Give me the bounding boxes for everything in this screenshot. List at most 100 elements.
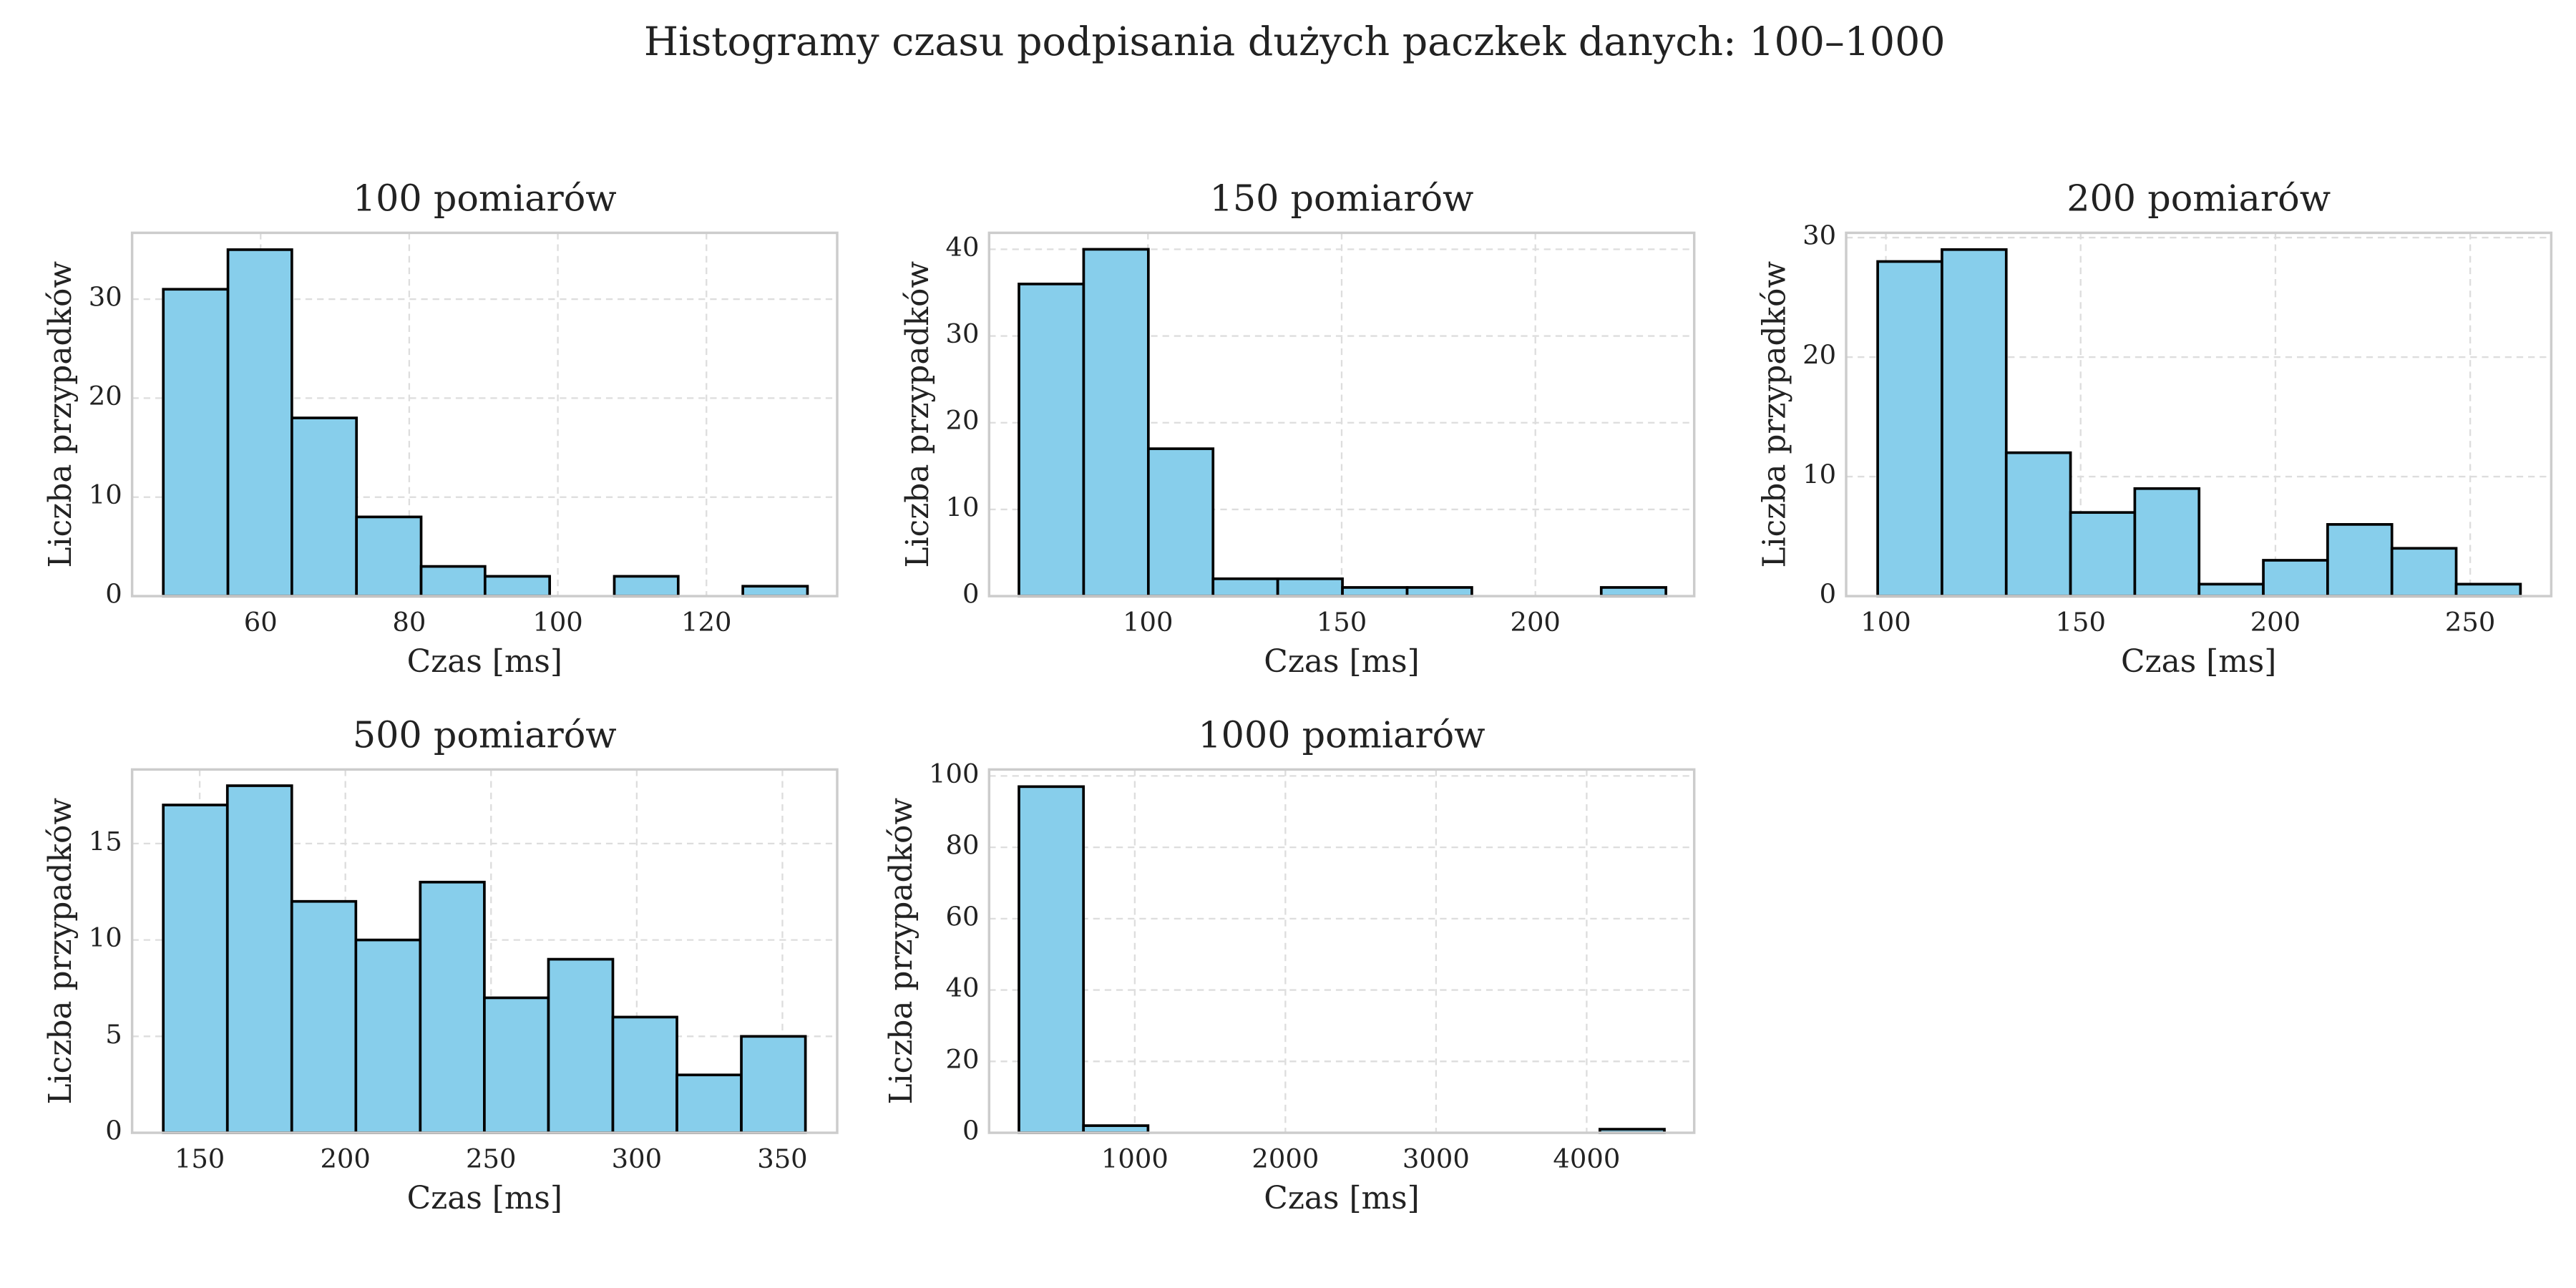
bar: [547, 957, 615, 1134]
bar: [2262, 559, 2329, 597]
bar: [1276, 577, 1344, 597]
y-tick-label: 0: [1820, 579, 1836, 610]
bar: [1211, 577, 1279, 597]
bar: [1146, 447, 1215, 597]
bar: [483, 996, 550, 1134]
x-tick-label: 3000: [1402, 1143, 1470, 1174]
x-axis-label: Czas [ms]: [2121, 643, 2276, 680]
x-tick-label: 100: [1860, 607, 1911, 638]
subplot-title: 150 pomiarów: [1210, 177, 1474, 220]
figure-title: Histogramy czasu podpisania dużych paczk…: [644, 19, 1946, 65]
x-tick-label: 200: [320, 1143, 370, 1174]
subplot: 100 150 200 0 10 20 30 40 150 pomiarów Czas [ms] L…: [899, 177, 1696, 680]
x-tick-label: 100: [532, 607, 582, 638]
x-tick-label: 1000: [1101, 1143, 1169, 1174]
y-axis-label: Liczba przypadków: [899, 261, 936, 567]
subplot-title: 200 pomiarów: [2067, 177, 2331, 220]
bar: [2390, 547, 2458, 597]
bar: [355, 515, 423, 597]
plot-frame: [130, 231, 839, 597]
bar: [1082, 248, 1150, 597]
x-axis-label: Czas [ms]: [407, 1180, 562, 1216]
bar: [611, 1015, 678, 1134]
bar: [354, 938, 422, 1134]
y-tick-label: 30: [945, 318, 979, 349]
x-tick-label: 80: [392, 607, 426, 638]
bar: [483, 575, 552, 597]
plot-frame: [987, 768, 1696, 1134]
bar: [2326, 523, 2394, 597]
y-tick-label: 30: [1802, 220, 1836, 251]
y-tick-label: 20: [89, 381, 122, 411]
y-axis-label: Liczba przypadków: [883, 798, 919, 1104]
y-tick-label: 0: [962, 1116, 979, 1146]
bar: [1876, 260, 1943, 597]
y-tick-label: 0: [962, 579, 979, 610]
bar: [1018, 283, 1085, 597]
bar: [740, 1035, 807, 1134]
y-tick-label: 30: [89, 282, 122, 313]
x-tick-label: 4000: [1553, 1143, 1620, 1174]
x-tick-label: 120: [681, 607, 731, 638]
x-axis-label: Czas [ms]: [1264, 1180, 1419, 1216]
x-tick-label: 200: [2250, 607, 2301, 638]
y-tick-label: 100: [929, 758, 979, 789]
x-tick-label: 2000: [1252, 1143, 1319, 1174]
bar: [741, 585, 809, 597]
y-tick-label: 10: [89, 479, 122, 510]
bar: [2004, 451, 2072, 597]
bar: [290, 899, 358, 1134]
bar: [1599, 586, 1668, 597]
x-axis-label: Czas [ms]: [407, 643, 562, 680]
x-tick-label: 200: [1510, 607, 1560, 638]
bar: [675, 1073, 743, 1134]
x-tick-label: 300: [612, 1143, 662, 1174]
x-tick-label: 350: [757, 1143, 807, 1174]
bar: [226, 248, 293, 597]
subplot-title: 500 pomiarów: [353, 714, 617, 756]
bar: [1341, 586, 1409, 597]
x-tick-label: 150: [2056, 607, 2106, 638]
plot-frame: [987, 231, 1696, 597]
y-tick-label: 20: [945, 1044, 979, 1075]
bar: [2069, 511, 2137, 597]
y-tick-label: 40: [945, 232, 979, 263]
x-axis-label: Czas [ms]: [1264, 643, 1419, 680]
y-axis-label: Liczba przypadków: [1757, 261, 1793, 567]
x-tick-label: 100: [1123, 607, 1173, 638]
y-tick-label: 10: [945, 492, 979, 522]
bar: [291, 416, 358, 597]
bar: [1018, 785, 1085, 1134]
bar: [419, 880, 486, 1134]
subplot: 60 80 100 120 0 10 20 30 100 pomiarów Czas [ms] Li…: [42, 177, 839, 680]
bar: [2197, 582, 2265, 597]
bar: [613, 575, 680, 597]
bar: [2133, 487, 2201, 597]
plot-frame: [1845, 231, 2553, 597]
x-tick-label: 150: [175, 1143, 225, 1174]
subplot: 100 150 200 250 0 10 20 30 200 pomiarów Czas [ms]…: [1757, 177, 2553, 680]
y-tick-label: 10: [1802, 459, 1836, 490]
subplot: 150 200 250 300 350 0 5 10 15 500 pomiarów Czas [m…: [42, 714, 839, 1216]
y-tick-label: 0: [105, 579, 122, 610]
y-tick-label: 5: [105, 1019, 122, 1050]
y-axis-label: Liczba przypadków: [42, 261, 79, 567]
y-tick-label: 0: [105, 1116, 122, 1146]
plot-frame: [130, 768, 839, 1134]
bar: [1405, 586, 1473, 597]
y-tick-label: 80: [945, 830, 979, 861]
x-tick-label: 150: [1317, 607, 1367, 638]
y-tick-label: 60: [945, 901, 979, 932]
bar: [162, 288, 230, 597]
y-tick-label: 10: [89, 922, 122, 953]
x-tick-label: 250: [2445, 607, 2495, 638]
bar: [1941, 248, 2008, 597]
subplot: 1000 2000 3000 4000 0 20 40 60 80 100 1000 pomiaró…: [883, 714, 1696, 1216]
subplot-title: 100 pomiarów: [353, 177, 617, 220]
y-tick-label: 20: [945, 405, 979, 436]
subplot-title: 1000 pomiarów: [1198, 714, 1485, 756]
x-tick-label: 250: [466, 1143, 516, 1174]
x-tick-label: 60: [244, 607, 278, 638]
bar: [419, 565, 487, 597]
